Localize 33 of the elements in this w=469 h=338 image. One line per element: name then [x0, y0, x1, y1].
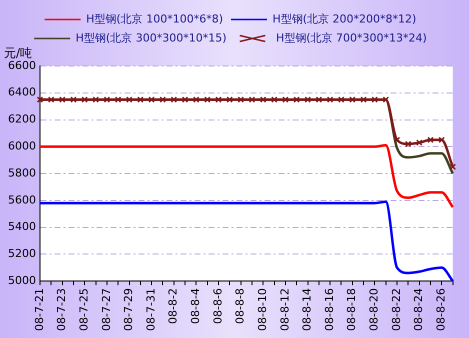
y-tick-label: 6400 — [8, 86, 36, 99]
x-tick-label: 08-8-8 — [234, 288, 247, 324]
x-tick-label: 08-8-10 — [256, 288, 269, 332]
y-tick-label: 5600 — [8, 193, 36, 206]
x-tick-label: 08-8-22 — [390, 288, 403, 332]
y-tick-label: 5400 — [8, 220, 36, 234]
x-tick-label: 08-7-21 — [32, 288, 46, 332]
legend-label: H型钢(北京 700*300*13*24) — [276, 31, 427, 44]
y-tick-label: 6600 — [8, 58, 36, 72]
x-tick-label: 08-7-31 — [144, 288, 158, 332]
legend-label: H型钢(北京 100*100*6*8) — [86, 12, 224, 26]
x-tick-label: 08-8-24 — [412, 288, 426, 332]
legend-label: H型钢(北京 200*200*8*12) — [272, 12, 416, 26]
x-tick-label: 08-7-29 — [122, 288, 136, 332]
y-tick-label: 5200 — [8, 247, 36, 260]
x-tick-label: 08-8-14 — [300, 288, 314, 332]
x-tick-label: 08-8-16 — [322, 288, 336, 332]
x-tick-label: 08-8-12 — [278, 288, 292, 332]
x-tick-label: 08-8-4 — [189, 288, 202, 324]
x-tick-label: 08-8-18 — [345, 288, 358, 332]
x-tick-label: 08-7-27 — [100, 288, 113, 332]
y-tick-label: 5000 — [8, 274, 36, 287]
x-tick-label: 08-8-6 — [211, 288, 224, 324]
x-tick-label: 08-8-2 — [166, 288, 180, 324]
x-tick-label: 08-8-20 — [368, 288, 381, 332]
x-tick-label: 08-7-23 — [55, 288, 68, 332]
y-tick-label: 5800 — [8, 166, 36, 180]
y-tick-label: 6000 — [8, 140, 36, 153]
x-tick-label: 08-7-25 — [77, 288, 90, 332]
y-tick-label: 6200 — [8, 112, 36, 126]
legend-label: H型钢(北京 300*300*10*15) — [76, 31, 227, 44]
y-axis-title: 元/吨 — [4, 46, 32, 60]
x-tick-label: 08-8-26 — [434, 288, 448, 332]
